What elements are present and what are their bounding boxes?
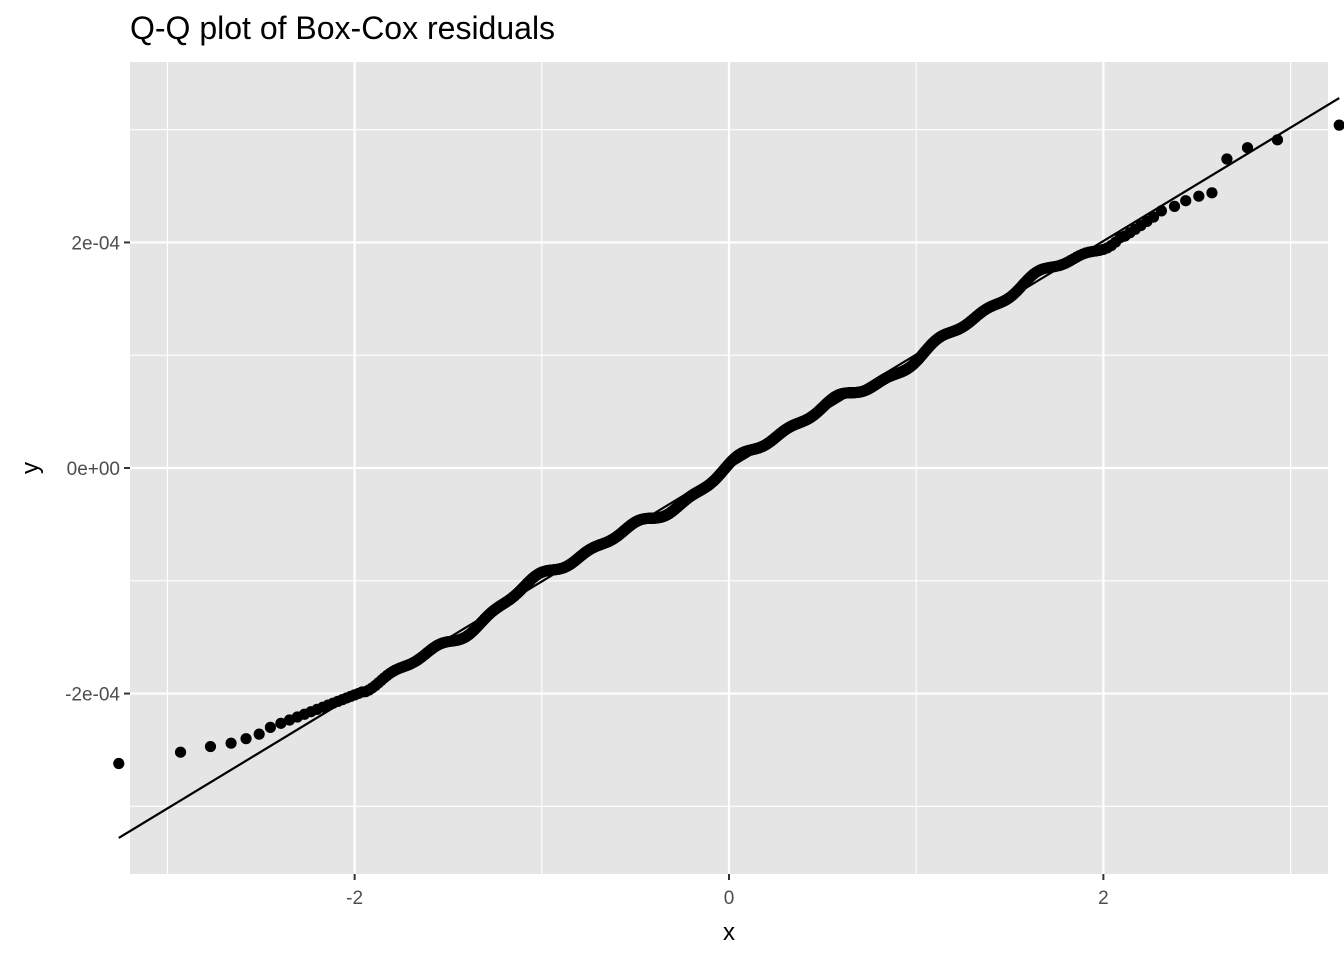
x-axis-title: x xyxy=(723,919,735,946)
qq-point xyxy=(1147,211,1160,223)
qq-point xyxy=(204,740,217,753)
y-tick-label: -2e-04 xyxy=(65,685,120,706)
y-axis: -2e-04 0e+00 2e-04 xyxy=(65,233,130,706)
x-axis: -2 0 2 xyxy=(346,874,1109,909)
qq-point xyxy=(174,746,187,758)
y-tick-label: 2e-04 xyxy=(71,233,120,254)
qq-point xyxy=(1193,190,1205,202)
qq-point xyxy=(1221,153,1233,165)
qq-point xyxy=(1155,205,1167,217)
qq-point xyxy=(264,721,276,733)
qq-point xyxy=(1206,187,1218,199)
qq-point xyxy=(240,733,252,745)
chart-title: Q-Q plot of Box-Cox residuals xyxy=(130,10,556,46)
qq-point xyxy=(275,717,287,729)
qq-point xyxy=(1333,119,1344,131)
qq-point xyxy=(1168,200,1181,212)
x-tick-label: 0 xyxy=(724,888,735,909)
qq-point xyxy=(225,737,237,749)
qq-point xyxy=(1180,195,1192,207)
x-tick-label: -2 xyxy=(346,888,363,909)
y-tick-label: 0e+00 xyxy=(67,459,120,480)
qq-point xyxy=(1241,142,1254,154)
qq-point xyxy=(113,757,125,770)
data-points xyxy=(113,119,1344,770)
x-tick-label: 2 xyxy=(1098,888,1109,909)
qq-point xyxy=(1271,134,1284,146)
qq-point xyxy=(253,728,265,740)
y-axis-title: y xyxy=(17,462,44,474)
